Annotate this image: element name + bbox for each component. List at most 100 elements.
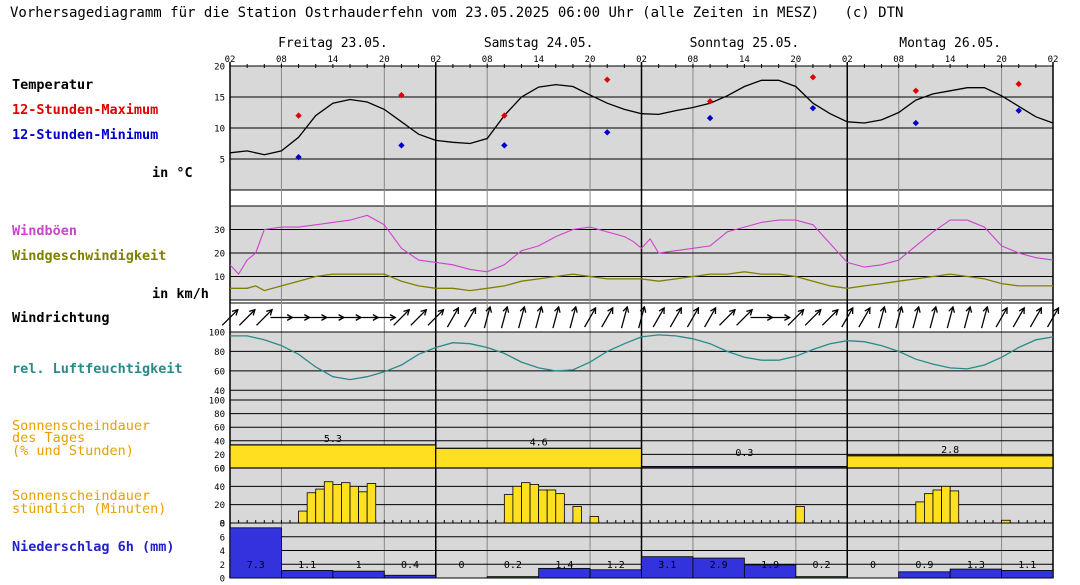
wind-arrow-shaft <box>736 309 753 326</box>
precip-value: 1.3 <box>967 560 985 571</box>
wind-arrow-head <box>639 305 647 313</box>
wind-arrow-head <box>965 305 973 313</box>
sun-daily-tick-label: 0 <box>220 465 225 475</box>
sun-hourly-bar <box>298 510 308 524</box>
wind-arrow-shaft <box>583 307 597 328</box>
wind-arrow-shaft <box>858 307 871 328</box>
wind-arrow-head <box>519 305 527 313</box>
tmin-point <box>398 142 405 149</box>
wind-direction-arrow <box>373 314 397 321</box>
sun-hourly-tick-label: 0 <box>220 520 225 530</box>
wind-direction-arrow <box>704 306 717 328</box>
tmin-legend: 12-Stunden-Minimum <box>12 127 159 143</box>
wind-direction-arrow <box>427 308 445 326</box>
wind-arrow-shaft <box>500 306 508 329</box>
humidity-tick-label: 80 <box>214 348 225 358</box>
sun-hourly-bar <box>332 484 342 524</box>
sun-hourly-bar <box>529 484 540 524</box>
sun-daily-value: 5.3 <box>324 434 342 445</box>
sun-hourly-bar <box>572 506 582 524</box>
sun-hourly-bar <box>589 516 600 524</box>
hour-tick-label: 02 <box>225 55 236 65</box>
wind-arrow-shaft <box>620 306 628 329</box>
tmin-point <box>809 104 817 112</box>
wind-arrow-shaft <box>1029 307 1042 328</box>
wind-direction-arrow <box>804 308 822 326</box>
wind-arrow-shaft <box>535 306 543 329</box>
sun-daily-value: 0.3 <box>735 448 753 459</box>
wind-arrow-head <box>231 308 239 316</box>
wind-arrow-head <box>266 308 274 316</box>
sun-hourly-bar <box>358 491 368 524</box>
wind-arrow-shaft <box>410 309 427 326</box>
chart-title: Vorhersagediagramm für die Station Ostrh… <box>10 5 904 21</box>
hour-tick-label: 02 <box>1048 55 1059 65</box>
wind-direction-arrow <box>821 308 839 326</box>
hour-tick-label: 08 <box>276 55 287 65</box>
precip-value: 0 <box>870 560 876 571</box>
sun-daily-tick-label: 80 <box>214 410 225 420</box>
wind-arrow-shaft <box>483 306 491 329</box>
hour-tick-label: 20 <box>585 55 596 65</box>
precip-value: 1.1 <box>1018 560 1036 571</box>
wind-direction-label: Windrichtung <box>12 310 110 326</box>
precip-tick-label: 0 <box>220 575 225 585</box>
wind-arrow-shaft <box>1012 307 1025 328</box>
sun-hourly-bar <box>795 506 805 524</box>
sun-hourly-bar <box>915 501 925 524</box>
humidity-line <box>230 334 1054 381</box>
wind-arrow-shaft <box>821 309 839 326</box>
gust-legend: Windböen <box>12 223 78 239</box>
tmax-point <box>604 76 611 83</box>
hour-tick-label: 08 <box>893 55 904 65</box>
tmin-point <box>295 153 302 161</box>
humidity-tick-label: 60 <box>214 367 225 377</box>
tmin-point <box>604 129 611 136</box>
wind-arrow-shaft <box>895 306 903 329</box>
sun-daily-label-3: (% und Stunden) <box>12 443 134 459</box>
precip-label: Niederschlag 6h (mm) <box>12 539 175 555</box>
precip-value: 1 <box>356 560 362 571</box>
wind-arrow-head <box>590 306 597 314</box>
wind-tick-label: 10 <box>214 273 225 283</box>
sun-hourly-tick-label: 20 <box>214 501 225 511</box>
wind-direction-arrow <box>767 314 792 321</box>
wind-direction-arrow <box>736 308 754 326</box>
wind-direction-arrow <box>410 308 428 326</box>
day-header: Samstag 24.05. <box>484 36 594 51</box>
wind-arrow-shaft <box>878 306 886 329</box>
wind-arrow-shaft <box>686 307 700 328</box>
sun-daily-label-2: des Tages <box>12 430 86 446</box>
wind-arrow-head <box>470 306 477 314</box>
precip-tick-label: 6 <box>220 533 225 543</box>
hour-tick-label: 02 <box>636 55 647 65</box>
wind-arrow-head <box>452 306 460 314</box>
wind-arrow-shaft <box>995 307 1008 328</box>
wind-direction-arrow <box>1046 306 1060 328</box>
wind-arrow-head <box>864 306 871 314</box>
wind-direction-arrow <box>946 305 956 329</box>
precip-tick-label: 8 <box>220 520 225 530</box>
wind-arrow-head <box>1018 306 1025 314</box>
precip-value: 2.9 <box>710 560 728 571</box>
tmin-point <box>706 114 714 122</box>
wind-arrow-shaft <box>238 309 256 326</box>
sun-hourly-label-1: Sonnenscheindauer <box>12 488 151 504</box>
sun-hourly-bar <box>924 493 934 524</box>
wind-direction-arrow <box>878 305 887 329</box>
wind-arrow-head <box>948 305 956 313</box>
wind-direction-arrow <box>620 305 630 329</box>
tmax-point <box>706 98 714 105</box>
wind-direction-arrow <box>718 308 736 326</box>
precip-value: 1.2 <box>607 560 625 571</box>
wind-arrow-head <box>437 308 445 316</box>
sun-hourly-bar <box>306 492 317 524</box>
precip-bar <box>486 576 540 579</box>
wind-direction-arrow <box>518 305 527 329</box>
wind-arrow-shaft <box>804 309 822 326</box>
wind-arrow-head <box>420 308 428 316</box>
wind-direction-arrow <box>569 305 578 329</box>
wind-unit: in km/h <box>152 286 209 302</box>
hour-tick-label: 14 <box>945 55 956 65</box>
wind-direction-arrow <box>841 306 854 328</box>
